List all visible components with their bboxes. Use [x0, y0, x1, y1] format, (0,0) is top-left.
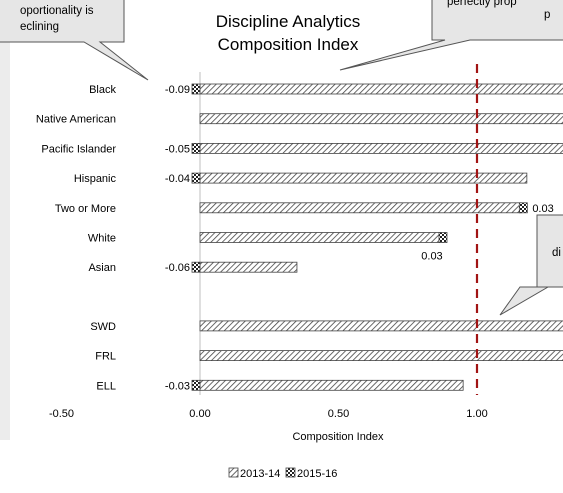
legend-swatch-2013-14: [228, 467, 239, 478]
data-label-asian: -0.06: [165, 262, 190, 274]
legend-label-2015-16: 2015-16: [297, 468, 337, 480]
bar-2013-14-two-or-more: [199, 202, 522, 214]
category-label-asian: Asian: [88, 262, 116, 274]
x-tick-label-1-00: 1.00: [466, 408, 487, 420]
bar-2015-16-white: [438, 232, 448, 243]
bar-2015-16-ell: [191, 379, 201, 391]
data-label-two-or-more: 0.03: [532, 203, 553, 215]
category-label-frl: FRL: [95, 351, 116, 363]
right-callout-line-2: p: [544, 9, 550, 21]
data-label-pacific-islander: -0.05: [165, 143, 190, 155]
left-callout: oportionality is eclining: [0, 0, 149, 81]
category-labels: Black Native American Pacific Islander Hisp…: [36, 84, 117, 392]
middle-callout-line-1: di: [552, 247, 561, 259]
category-label-ell: ELL: [96, 380, 116, 392]
bar-2013-14-black: [199, 83, 563, 95]
bar-2015-16-black: [191, 83, 201, 95]
x-tick-label-0-00: 0.00: [189, 408, 210, 420]
bar-2013-14-ell: [199, 379, 464, 391]
bars-layer: [191, 83, 563, 391]
bar-2013-14-swd: [199, 320, 563, 332]
bar-2015-16-pacific-islander: [191, 142, 201, 154]
data-label-ell: -0.03: [165, 380, 190, 392]
x-tick-label-0-50: -0.50: [49, 408, 74, 420]
bar-2015-16-asian: [191, 261, 201, 273]
right-callout: perfectly prop p: [339, 0, 563, 71]
middle-callout: di: [499, 214, 563, 316]
chart-title-line-2: Composition Index: [218, 35, 359, 54]
data-label-hispanic: -0.04: [165, 173, 190, 185]
left-callout-line-2: eclining: [20, 21, 59, 33]
category-label-native-american: Native American: [36, 114, 116, 126]
chart-title-line-1: Discipline Analytics: [216, 12, 361, 31]
category-label-white: White: [88, 233, 116, 245]
x-tick-label-0-50: 0.50: [328, 408, 349, 420]
legend-label-2013-14: 2013-14: [240, 468, 280, 480]
category-label-hispanic: Hispanic: [74, 173, 117, 185]
category-label-pacific-islander: Pacific Islander: [41, 143, 116, 155]
bar-2013-14-frl: [199, 350, 563, 362]
category-label-two-or-more: Two or More: [55, 203, 116, 215]
x-axis-title: Composition Index: [292, 431, 384, 443]
data-label-white: 0.03: [421, 251, 442, 263]
left-callout-line-1: oportionality is: [20, 5, 94, 17]
right-callout-line-1: perfectly prop: [447, 0, 517, 8]
legend-swatch-2015-16: [285, 467, 296, 478]
data-labels: -0.090.02-0.05-0.040.030.03-0.060.110.02…: [165, 84, 554, 392]
bar-2015-16-hispanic: [191, 172, 201, 184]
legend: 2013-14 2015-16: [228, 467, 337, 480]
bar-2013-14-white: [199, 232, 442, 243]
bar-2013-14-asian: [199, 261, 298, 273]
bar-2015-16-two-or-more: [518, 202, 528, 214]
category-label-swd: SWD: [90, 321, 116, 333]
bar-2013-14-pacific-islander: [199, 142, 563, 154]
x-tick-labels: -0.500.000.501.001.502.002.50: [49, 408, 488, 420]
bar-2013-14-native-american: [199, 113, 563, 125]
category-label-black: Black: [89, 84, 116, 96]
data-label-black: -0.09: [165, 84, 190, 96]
left-panel-strip: [0, 0, 10, 440]
